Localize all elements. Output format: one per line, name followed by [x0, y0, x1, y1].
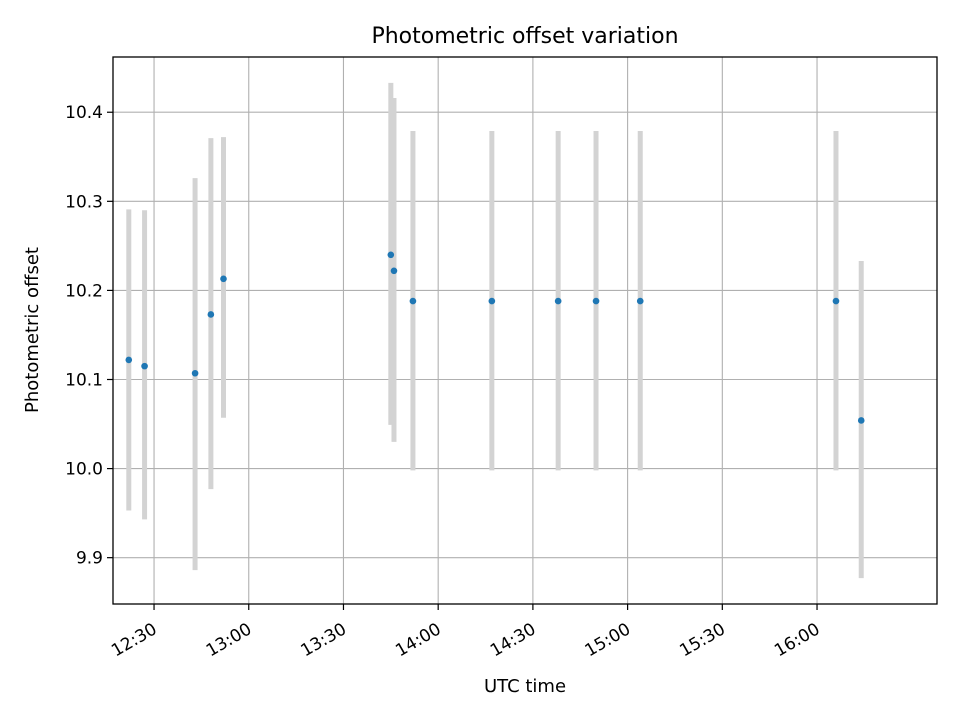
- data-point: [857, 417, 865, 424]
- data-point: [409, 297, 417, 305]
- x-tick-label: 14:00: [392, 619, 444, 661]
- y-tick-label: 9.9: [76, 549, 103, 569]
- data-point: [125, 356, 133, 364]
- data-point: [592, 297, 600, 305]
- y-axis: 9.9 10.0 10.1 10.2 10.3 10.4: [65, 103, 113, 569]
- data-point: [387, 251, 395, 259]
- y-tick-label: 10.3: [65, 192, 103, 212]
- data-points: [125, 251, 865, 424]
- data-point: [554, 297, 562, 305]
- data-point: [488, 297, 496, 305]
- grid: [113, 57, 937, 604]
- x-axis-label: UTC time: [484, 676, 566, 697]
- x-tick-label: 14:30: [487, 619, 539, 661]
- x-axis: 12:30 13:00 13:30 14:00 14:30 15:00 15:30 16:00: [108, 604, 824, 661]
- data-point: [390, 267, 398, 275]
- error-bars: [126, 82, 864, 579]
- data-point: [191, 369, 199, 377]
- data-point: [207, 311, 215, 318]
- data-point: [141, 362, 148, 370]
- x-tick-label: 15:30: [676, 619, 728, 661]
- y-tick-label: 10.1: [65, 370, 103, 390]
- plot-frame: [112, 56, 938, 605]
- y-tick-label: 10.4: [65, 103, 103, 123]
- data-point: [832, 297, 840, 305]
- x-tick-label: 13:00: [203, 619, 255, 661]
- data-point: [636, 297, 644, 305]
- y-tick-label: 10.0: [65, 460, 103, 480]
- x-tick-label: 13:30: [298, 619, 350, 661]
- x-tick-label: 16:00: [771, 619, 823, 661]
- y-tick-label: 10.2: [65, 281, 103, 301]
- data-point: [220, 275, 227, 283]
- y-axis-label: Photometric offset: [22, 247, 43, 413]
- chart-title: Photometric offset variation: [371, 24, 678, 49]
- x-tick-label: 12:30: [108, 619, 160, 661]
- x-tick-label: 15:00: [582, 619, 634, 661]
